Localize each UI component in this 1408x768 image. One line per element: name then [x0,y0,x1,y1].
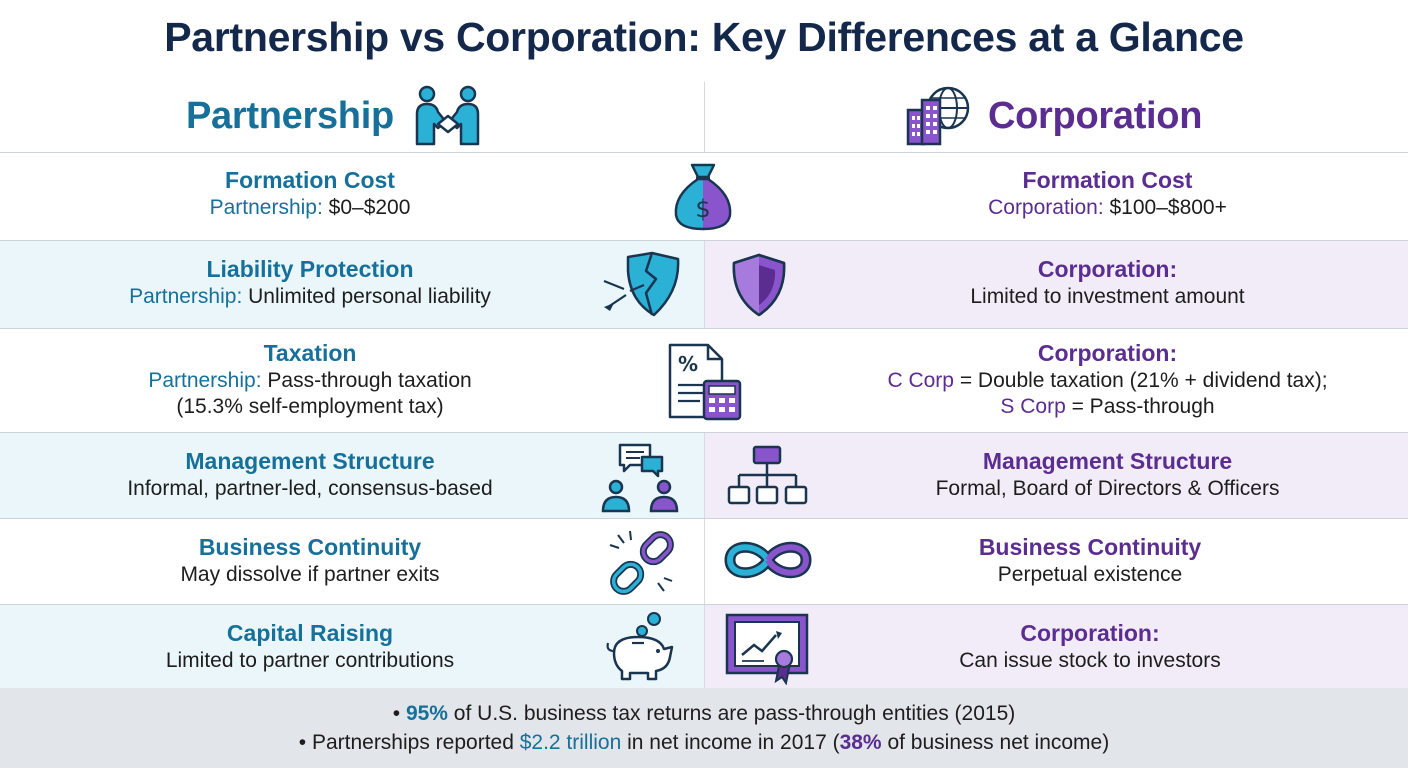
row-text: Pass-through taxation [267,368,472,392]
row-text: May dissolve if partner exits [180,562,440,586]
corporation-formation-cost: Formation Cost Corporation: $100–$800+ [810,166,1405,221]
partnership-liability: Liability Protection Partnership: Unlimi… [0,255,620,310]
row-heading: Business Continuity [198,534,422,560]
bullet: • [298,731,307,754]
svg-text:$: $ [695,195,710,223]
row-bg-left [0,241,704,328]
footer-text: of business net income) [881,731,1110,754]
chat-people-icon [601,443,679,513]
corporation-taxation: Corporation: C Corp = Double taxation (2… [810,339,1405,420]
row-label: Partnership: [209,195,323,219]
row-label: Corporation: [988,195,1104,219]
stock-certificate-icon [725,613,809,685]
row-text: Formal, Board of Directors & Officers [935,476,1280,500]
row-text: Limited to investment amount [970,284,1245,308]
footer-text: in net income in 2017 ( [621,731,840,754]
shield-icon [732,253,786,317]
row-bg-left [0,433,704,518]
corporation-capital: Corporation: Can issue stock to investor… [790,619,1390,674]
row-heading: Corporation: [1020,620,1160,646]
row-liability-protection: Liability Protection Partnership: Unlimi… [0,240,1408,328]
row-text: Limited to partner contributions [165,648,455,672]
broken-shield-icon [603,251,680,317]
footer-stats: • 95% of U.S. business tax returns are p… [0,688,1408,768]
row-bg-right [705,433,1408,518]
row-label-s-corp: S Corp [1000,395,1066,418]
row-text: $100–$800+ [1109,195,1227,219]
corporation-header-label: Corporation [988,94,1203,137]
stat-95-percent: 95% [405,702,448,725]
row-divider [704,241,705,328]
money-bag-icon: $ [674,163,732,231]
row-bg-right [705,605,1408,688]
row-management-structure: Management Structure Informal, partner-l… [0,432,1408,518]
row-heading: Liability Protection [206,256,414,282]
stat-net-income: $2.2 trillion [519,731,622,754]
row-capital-raising: Capital Raising Limited to partner contr… [0,604,1408,688]
row-heading: Formation Cost [225,167,395,193]
row-divider [704,605,705,688]
svg-text:%: % [678,352,698,376]
row-label: Partnership: [148,368,262,392]
row-heading: Capital Raising [226,620,394,646]
footer-line-1: • 95% of U.S. business tax returns are p… [0,702,1408,726]
row-heading: Corporation: [1037,256,1178,282]
partnership-capital: Capital Raising Limited to partner contr… [0,619,620,674]
partnership-management: Management Structure Informal, partner-l… [0,447,620,502]
partnership-taxation: Taxation Partnership: Pass-through taxat… [0,339,620,420]
corporation-header: Corporation [902,84,1202,148]
row-text: Informal, partner-led, consensus-based [127,476,493,500]
row-text: Perpetual existence [997,562,1183,586]
corporation-liability: Corporation: Limited to investment amoun… [810,255,1405,310]
row-label-c-corp: C Corp [887,368,954,392]
partnership-continuity: Business Continuity May dissolve if part… [0,533,620,588]
corporation-management: Management Structure Formal, Board of Di… [810,447,1405,502]
infinity-icon [724,541,812,579]
row-bg-right [705,241,1408,328]
row-formation-cost: Formation Cost Partnership: $0–$200 $ Fo… [0,152,1408,240]
row-text-2: (15.3% self-employment tax) [176,395,444,418]
row-heading: Formation Cost [1022,167,1193,193]
footer-line-2: • Partnerships reported $2.2 trillion in… [0,731,1408,755]
row-text: Unlimited personal liability [248,284,491,308]
corporation-continuity: Business Continuity Perpetual existence [790,533,1390,588]
row-heading: Management Structure [185,448,435,474]
row-divider [704,519,705,604]
org-chart-icon [727,445,808,505]
row-label: Partnership: [129,284,243,308]
row-taxation: Taxation Partnership: Pass-through taxat… [0,328,1408,432]
broken-chain-icon [609,530,674,595]
page-title: Partnership vs Corporation: Key Differen… [164,14,1244,60]
row-heading: Management Structure [982,448,1233,474]
stat-38-percent: 38% [839,731,882,754]
partnership-header: Partnership [186,84,484,148]
tax-document-calculator-icon: % [668,343,742,421]
handshake-icon [415,85,480,146]
partnership-formation-cost: Formation Cost Partnership: $0–$200 [0,166,620,221]
row-text-2: = Pass-through [1065,395,1215,418]
bullet: • [392,702,401,725]
row-heading: Taxation [263,340,357,366]
row-heading: Corporation: [1037,340,1178,366]
row-heading: Business Continuity [978,534,1202,560]
row-divider [704,433,705,518]
header-divider [704,82,705,152]
footer-text: of U.S. business tax returns are pass-th… [447,702,1016,725]
city-globe-icon [906,86,970,146]
row-text: Can issue stock to investors [959,648,1221,672]
row-text: = Double taxation (21% + dividend tax); [953,368,1328,392]
partnership-header-label: Partnership [186,94,394,137]
footer-text: Partnerships reported [306,731,520,754]
column-headers: Partnership [0,82,1408,152]
row-business-continuity: Business Continuity May dissolve if part… [0,518,1408,604]
piggy-bank-icon [606,612,674,681]
row-text: $0–$200 [328,195,411,219]
row-bg-left [0,605,704,688]
